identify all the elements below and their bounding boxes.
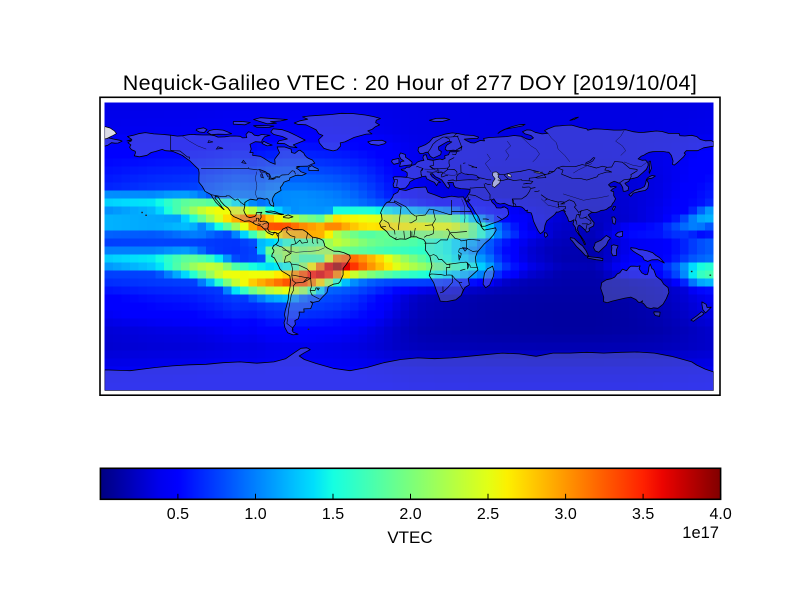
svg-text:3.0: 3.0 (554, 506, 576, 523)
svg-text:VTEC: VTEC (387, 528, 432, 547)
svg-text:1.0: 1.0 (244, 506, 266, 523)
svg-text:4.0: 4.0 (709, 506, 731, 523)
svg-text:Nequick-Galileo VTEC : 20 Hour: Nequick-Galileo VTEC : 20 Hour of 277 DO… (123, 71, 698, 95)
svg-text:1.5: 1.5 (322, 506, 344, 523)
svg-text:1e17: 1e17 (682, 524, 719, 542)
svg-text:0.5: 0.5 (167, 506, 189, 523)
svg-text:2.5: 2.5 (477, 506, 499, 523)
svg-text:2.0: 2.0 (399, 506, 421, 523)
svg-text:3.5: 3.5 (632, 506, 654, 523)
